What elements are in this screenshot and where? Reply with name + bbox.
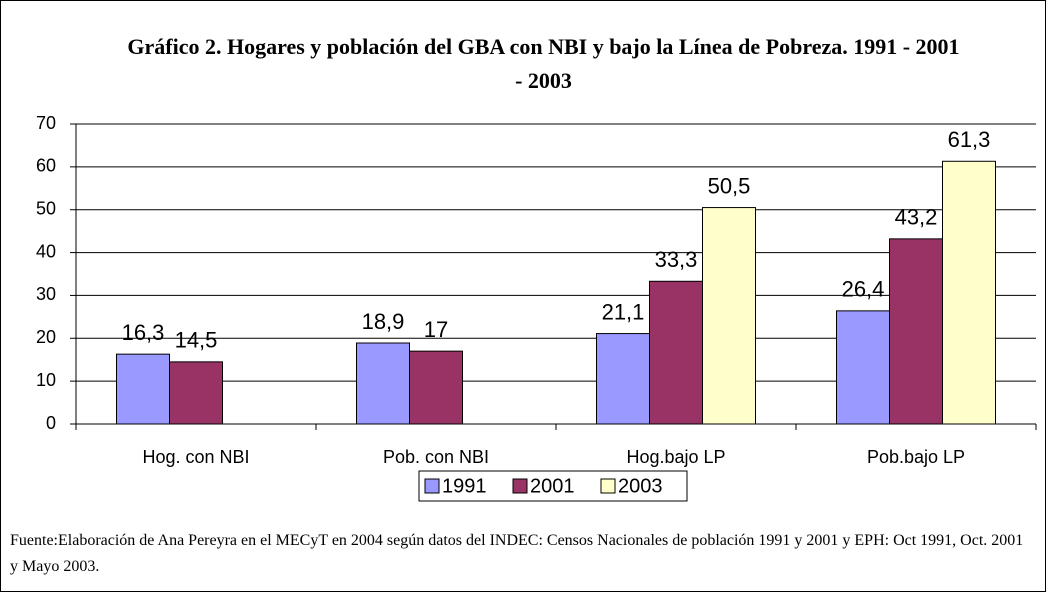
bar [889, 238, 943, 425]
value-label: 26,4 [842, 277, 885, 302]
legend-label: 2003 [618, 475, 663, 497]
legend-label: 2001 [530, 475, 575, 497]
legend-box [418, 470, 688, 502]
bar [702, 207, 756, 425]
value-label: 16,3 [122, 320, 165, 345]
bar [169, 361, 223, 425]
value-label: 61,3 [948, 127, 991, 152]
y-tick-label: 50 [36, 198, 56, 218]
bar [116, 353, 170, 425]
y-tick-label: 10 [36, 370, 56, 390]
bar [649, 280, 703, 425]
value-label: 50,5 [708, 173, 751, 198]
value-label: 21,1 [602, 299, 645, 324]
bar [356, 342, 410, 425]
value-label: 18,9 [362, 309, 405, 334]
chart-title: Gráfico 2. Hogares y población del GBA c… [127, 34, 960, 93]
x-tick-label: Hog. con NBI [142, 447, 249, 467]
y-tick-label: 60 [36, 156, 56, 176]
y-tick-label: 0 [46, 413, 56, 433]
x-tick-label: Hog.bajo LP [626, 447, 725, 467]
legend-swatch [512, 478, 528, 494]
value-label: 43,2 [895, 205, 938, 230]
value-label: 33,3 [655, 247, 698, 272]
bar [836, 310, 890, 425]
legend-label: 1991 [442, 475, 487, 497]
x-tick-label: Pob.bajo LP [867, 447, 965, 467]
y-tick-label: 40 [36, 241, 56, 261]
value-label: 17 [424, 317, 448, 342]
y-tick-label: 70 [36, 113, 56, 133]
source-note: Fuente:Elaboración de Ana Pereyra en el … [10, 532, 1024, 575]
x-tick-label: Pob. con NBI [383, 447, 489, 467]
y-tick-label: 30 [36, 284, 56, 304]
bar [596, 333, 650, 425]
bar [942, 160, 996, 425]
legend-swatch [424, 478, 440, 494]
value-label: 14,5 [175, 328, 218, 353]
chart: 0 10 20 30 40 50 60 70 Hog. con NBI 16,3 14,5 Pob. … [36, 113, 1037, 502]
bar [409, 350, 463, 425]
legend-swatch [600, 478, 616, 494]
y-tick-label: 20 [36, 327, 56, 347]
